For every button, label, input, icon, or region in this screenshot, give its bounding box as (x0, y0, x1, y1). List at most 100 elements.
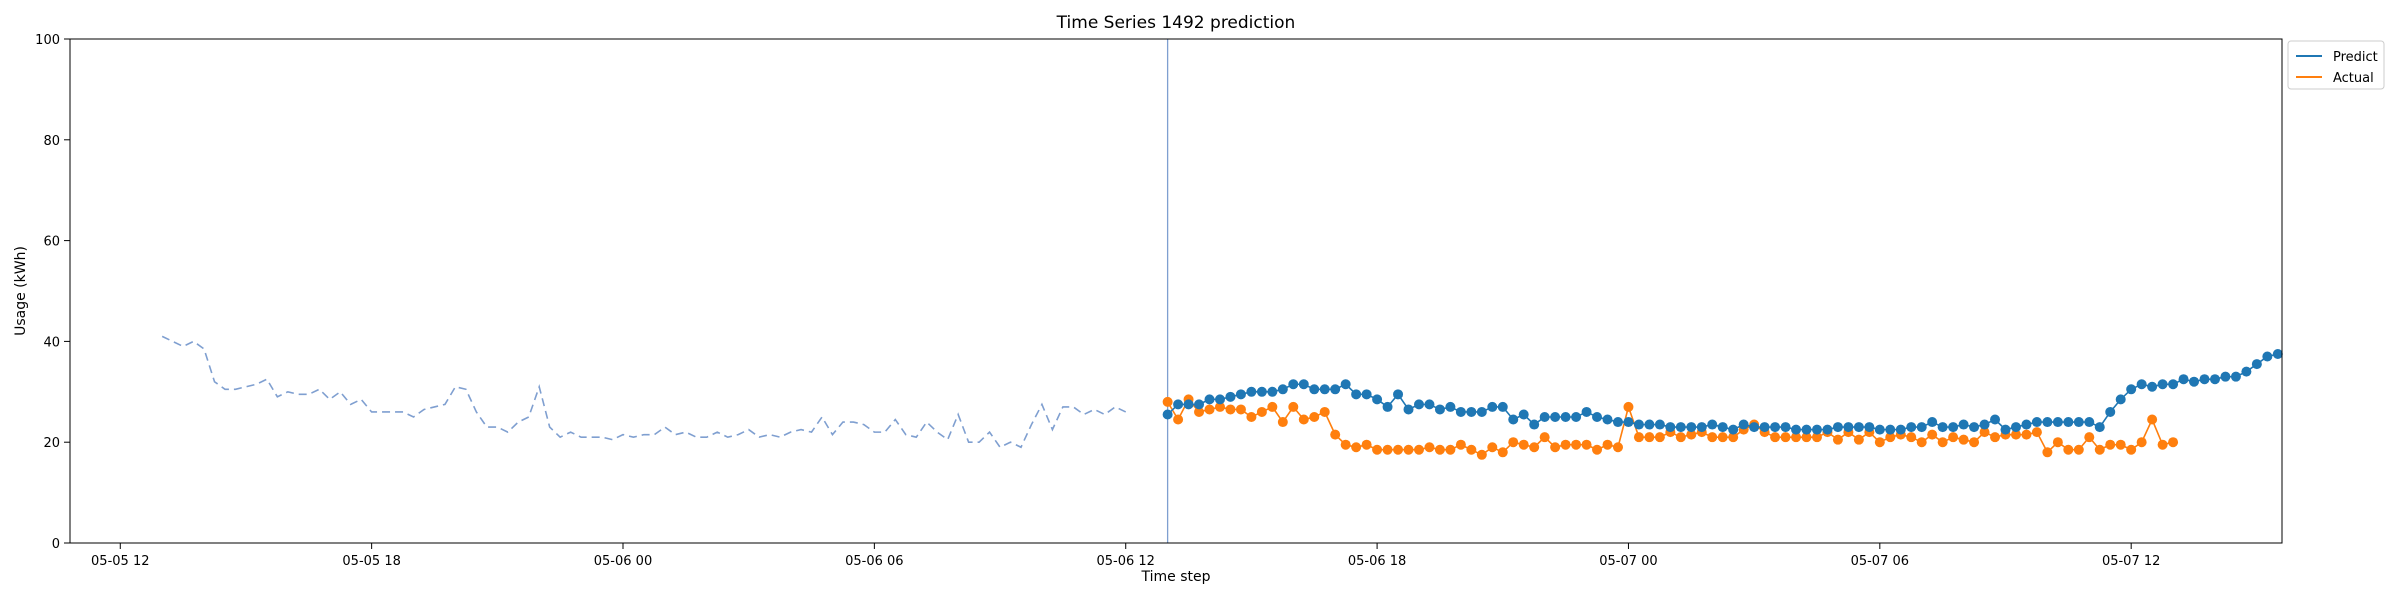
x-tick-label: 05-06 12 (1097, 554, 1155, 569)
actual-point (1791, 432, 1802, 443)
actual-point (1455, 439, 1466, 450)
actual-point (1476, 449, 1487, 460)
predict-point (1319, 384, 1330, 395)
actual-point (1403, 444, 1414, 455)
predict-point (1623, 417, 1634, 428)
predict-point (1969, 422, 1980, 433)
predict-point (1937, 422, 1948, 433)
actual-point (1298, 414, 1309, 425)
predict-point (2031, 417, 2042, 428)
y-tick-label: 60 (43, 235, 60, 250)
actual-point (1319, 406, 1330, 417)
actual-point (2115, 439, 2126, 450)
predict-point (1958, 419, 1969, 430)
actual-point (1874, 437, 1885, 448)
actual-point (1979, 427, 1990, 438)
predict-point (1602, 414, 1613, 425)
actual-point (2063, 444, 2074, 455)
actual-point (1393, 444, 1404, 455)
actual-point (2073, 444, 2084, 455)
actual-point (1780, 432, 1791, 443)
actual-point (1571, 439, 1582, 450)
actual-point (1811, 432, 1822, 443)
predict-point (2115, 394, 2126, 405)
actual-point (2136, 437, 2147, 448)
actual-point (1885, 432, 1896, 443)
predict-point (1340, 379, 1351, 390)
actual-point (2126, 444, 2137, 455)
predict-point (2189, 376, 2200, 387)
actual-point (1958, 434, 1969, 445)
predict-point (1822, 424, 1833, 435)
actual-point (1969, 437, 1980, 448)
actual-point (1612, 442, 1623, 453)
predict-point (1487, 401, 1498, 412)
predict-point (1256, 386, 1267, 397)
predict-point (1434, 404, 1445, 415)
actual-point (2084, 432, 2095, 443)
predict-point (1571, 412, 1582, 422)
actual-point (1330, 429, 1341, 440)
predict-point (2021, 419, 2032, 430)
y-tick-label: 80 (43, 134, 60, 149)
predict-point (1644, 419, 1655, 430)
x-tick-label: 05-05 18 (342, 554, 400, 569)
predict-point (1770, 422, 1781, 433)
predict-point (2094, 422, 2105, 433)
predict-point (1424, 399, 1435, 410)
actual-point (1194, 406, 1205, 417)
predict-point (1372, 394, 1383, 405)
actual-point (1434, 444, 1445, 455)
predict-point (1518, 409, 1529, 420)
actual-point (1853, 434, 1864, 445)
predict-point (1780, 422, 1791, 433)
actual-point (1267, 401, 1278, 412)
x-tick-label: 05-07 00 (1599, 554, 1657, 569)
actual-point (1497, 447, 1508, 458)
predict-point (1749, 422, 1760, 433)
actual-point (1214, 401, 1225, 412)
predict-point (1990, 414, 2001, 425)
predict-point (1539, 412, 1550, 422)
predict-point (2251, 359, 2262, 370)
plot-content (161, 39, 2283, 543)
actual-point (1309, 412, 1320, 422)
actual-point (2052, 437, 2063, 448)
predict-point (1309, 384, 1320, 395)
predict-point (1717, 422, 1728, 433)
predict-point (1895, 424, 1906, 435)
predict-point (1361, 389, 1372, 400)
predict-point (1413, 399, 1424, 410)
actual-point (1937, 437, 1948, 448)
actual-point (1644, 432, 1655, 443)
x-tick-label: 05-06 00 (594, 554, 652, 569)
actual-point (1235, 404, 1246, 415)
actual-point (1466, 444, 1477, 455)
predict-point (1728, 424, 1739, 435)
actual-point (1550, 442, 1561, 453)
actual-point (1832, 434, 1843, 445)
y-tick-label: 20 (43, 436, 60, 451)
predict-point (1403, 404, 1414, 415)
actual-point (2042, 447, 2053, 458)
predict-point (1633, 419, 1644, 430)
x-axis-label: Time step (1141, 569, 1211, 585)
predict-point (2010, 422, 2021, 433)
predict-point (2262, 351, 2273, 362)
predict-point (1204, 394, 1215, 405)
predict-point (1277, 384, 1288, 395)
y-tick-label: 100 (35, 33, 60, 48)
x-tick-label: 05-06 06 (845, 554, 903, 569)
actual-point (2168, 437, 2179, 448)
plot-area-frame (69, 38, 2283, 544)
predict-point (2241, 366, 2252, 377)
predict-point (1455, 406, 1466, 417)
actual-point (1906, 432, 1917, 443)
predict-point (2084, 417, 2095, 428)
actual-point (1225, 404, 1236, 415)
predict-point (1550, 412, 1561, 422)
predict-point (1393, 389, 1404, 400)
predict-point (2136, 379, 2147, 390)
x-tick-label: 05-07 12 (2102, 554, 2160, 569)
